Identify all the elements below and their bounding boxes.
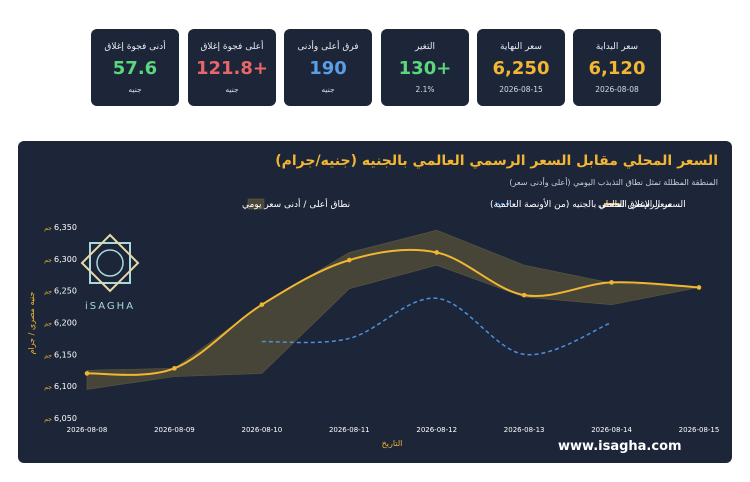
local-close-point	[609, 280, 614, 285]
chart-svg: iSAGHA سعر الإغلاق المحلي السعر الرسمي ا…	[27, 198, 720, 448]
stat-label: التغير	[415, 42, 435, 52]
stat-card-start: سعر البداية 6,120 2026-08-08	[573, 29, 661, 106]
stat-value: +130	[398, 58, 452, 79]
local-close-point	[172, 366, 177, 371]
stat-value: 57.6	[112, 58, 158, 79]
local-close-point	[84, 371, 90, 376]
local-close-line	[86, 248, 700, 376]
local-close-point	[434, 250, 440, 255]
chart-subtitle: المنطقة المظللة تمثل نطاق التذبذب اليومي…	[509, 178, 718, 187]
stat-card-change: التغير +130 2.1%	[381, 29, 469, 106]
stat-value: 6,250	[492, 58, 550, 79]
stat-sub: 2026-08-15	[499, 85, 543, 94]
local-close-point	[259, 302, 265, 307]
x-tick-label: 2026-08-11	[329, 426, 370, 434]
y-tick-label: 6,150	[54, 350, 77, 359]
x-tick-label: 2026-08-14	[591, 426, 632, 434]
x-tick-label: 2026-08-08	[67, 426, 108, 434]
stat-sub: جنيه	[128, 85, 142, 94]
x-tick-label: 2026-08-09	[154, 426, 195, 434]
stat-label: فرق أعلى وأدنى	[297, 42, 359, 52]
y-tick-unit: جم	[44, 352, 52, 359]
logo-text: iSAGHA	[85, 301, 135, 312]
global-price-line	[261, 297, 612, 356]
y-tick-label: 6,300	[54, 255, 77, 264]
legend-swatch-band	[247, 198, 265, 210]
stat-value: 190	[309, 58, 347, 79]
stat-card-end: سعر النهاية 6,250 2026-08-15	[477, 29, 565, 106]
x-tick-label: 2026-08-15	[679, 426, 720, 434]
x-tick-label: 2026-08-12	[416, 426, 457, 434]
local-close-point	[521, 292, 527, 298]
x-tick-label: 2026-08-13	[504, 426, 545, 434]
y-tick-unit: جم	[44, 384, 52, 391]
stat-sub: جنيه	[225, 85, 239, 94]
legend-label-local: سعر الإغلاق المحلي	[598, 200, 672, 210]
legend-label-global: السعر الرسمي العالمي بالجنيه (من الأونصة…	[490, 198, 686, 210]
legend-label-band: نطاق أعلى / أدنى سعر يومي	[242, 198, 350, 210]
y-tick-label: 6,100	[54, 382, 77, 391]
y-tick-unit: جم	[44, 416, 52, 423]
isagha-logo: iSAGHA	[80, 233, 140, 312]
y-tick-label: 6,200	[54, 319, 77, 328]
legend: سعر الإغلاق المحلي السعر الرسمي العالمي …	[242, 198, 686, 210]
y-tick-unit: جم	[44, 321, 52, 328]
stat-label: أدنى فجوة إغلاق	[104, 42, 166, 52]
stat-label: سعر البداية	[595, 42, 639, 52]
x-axis-title: التاريخ	[382, 439, 403, 448]
local-close-point	[696, 285, 702, 290]
stat-sub: جنيه	[321, 85, 335, 94]
stat-card-min-gap: أدنى فجوة إغلاق 57.6 جنيه	[91, 29, 179, 106]
stat-sub: 2026-08-08	[595, 85, 639, 94]
stat-sub: 2.1%	[415, 85, 435, 94]
y-tick-label: 6,050	[54, 414, 77, 423]
local-close-point	[346, 257, 352, 263]
y-tick-unit: جم	[44, 257, 52, 264]
y-tick-unit: جم	[44, 225, 52, 232]
logo-ring	[96, 249, 124, 277]
y-tick-label: 6,350	[54, 223, 77, 232]
chart-title: السعر المحلي مقابل السعر الرسمي العالمي …	[275, 153, 718, 169]
chart-panel: السعر المحلي مقابل السعر الرسمي العالمي …	[18, 141, 732, 463]
y-axis-title: جنيه مصري / جرام	[27, 292, 36, 355]
y-tick-label: 6,250	[54, 287, 77, 296]
y-tick-unit: جم	[44, 289, 52, 296]
x-tick-label: 2026-08-10	[242, 426, 283, 434]
website-url: www.isagha.com	[558, 439, 682, 454]
stat-label: أعلى فجوة إغلاق	[200, 42, 264, 52]
stat-card-max-gap: أعلى فجوة إغلاق +121.8 جنيه	[188, 29, 276, 106]
logo-square-b	[80, 233, 140, 293]
stat-value: 6,120	[588, 58, 646, 79]
stat-label: سعر النهاية	[500, 42, 542, 52]
stat-value: +121.8	[195, 58, 269, 79]
stat-card-range: فرق أعلى وأدنى 190 جنيه	[284, 29, 372, 106]
